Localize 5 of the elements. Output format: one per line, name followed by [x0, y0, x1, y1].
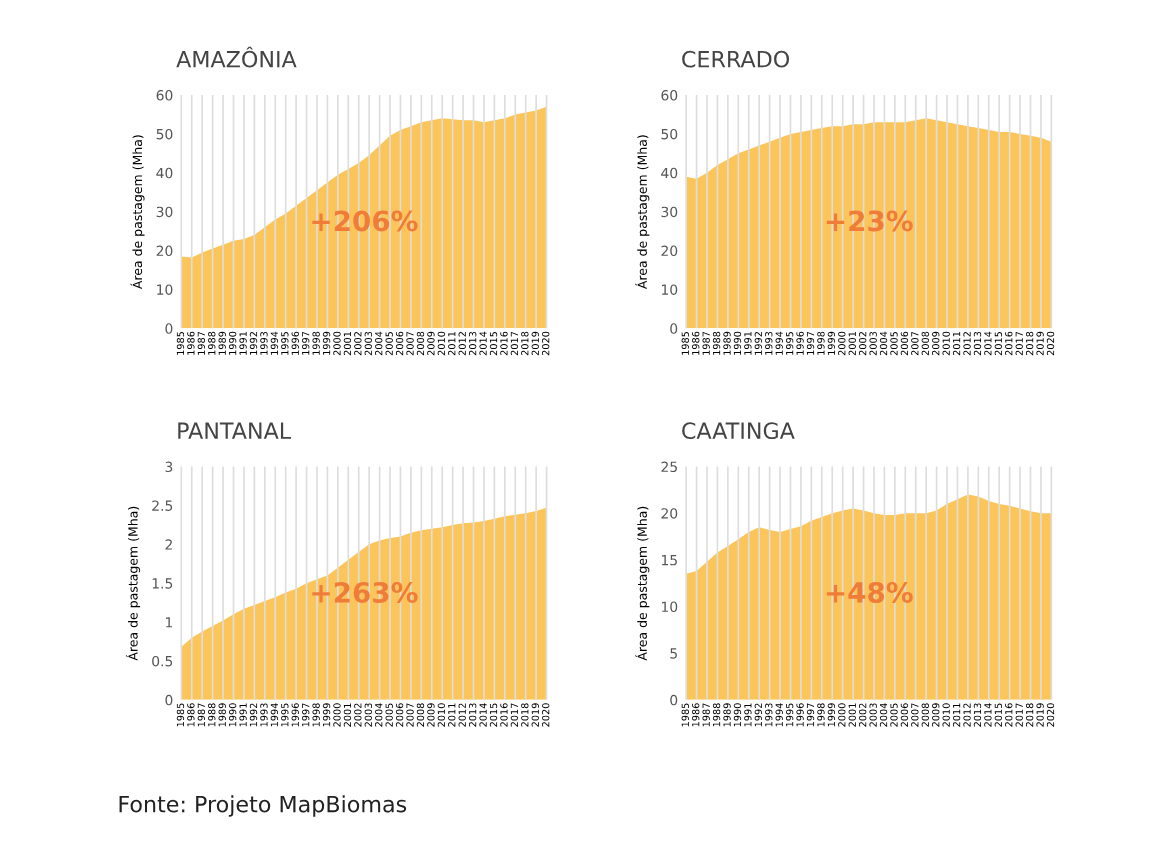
source-note: Fonte: Projeto MapBiomas	[119, 795, 407, 817]
chart-title: PANTANAL	[178, 422, 292, 439]
chart-title: CAATINGA	[682, 422, 795, 440]
chart-title: AMAZÔNIA	[176, 46, 297, 68]
chart-title: CERRADO	[682, 50, 790, 68]
